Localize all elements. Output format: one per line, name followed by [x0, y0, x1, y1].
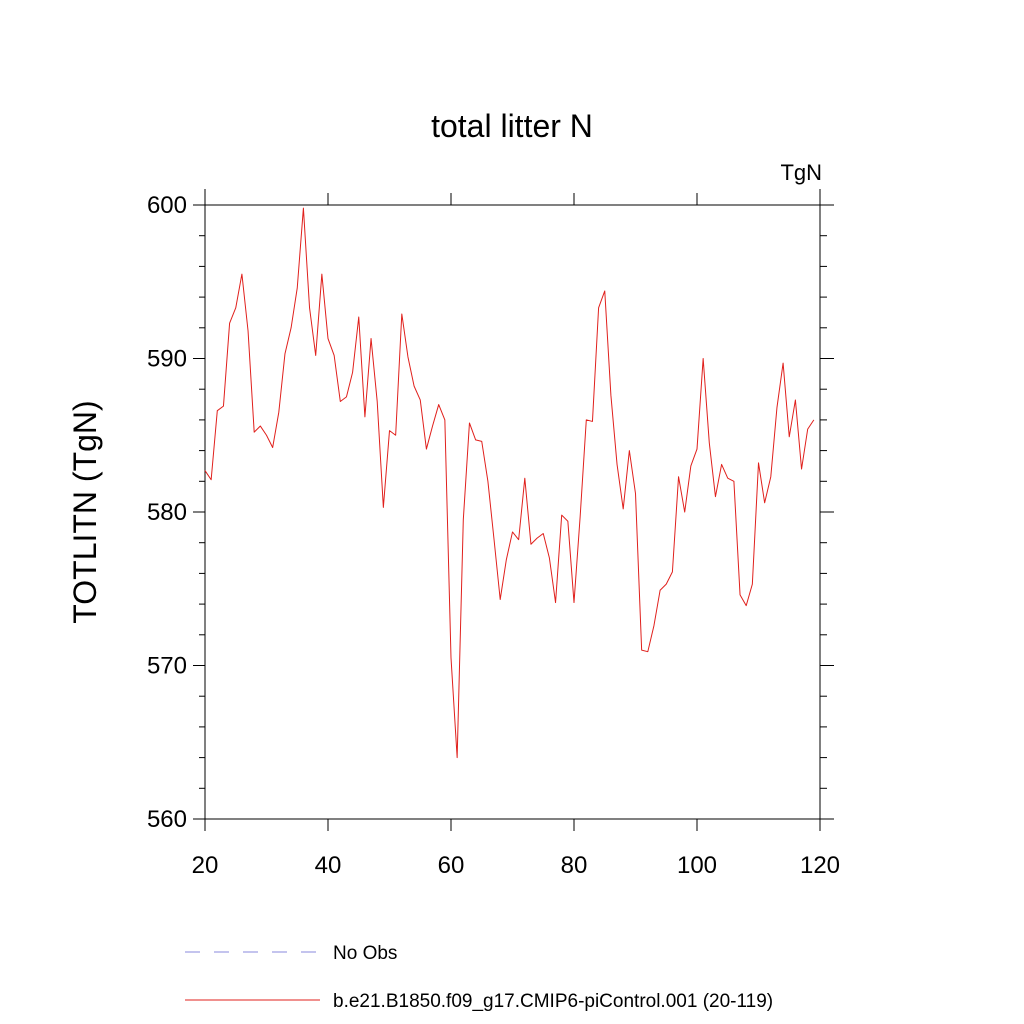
x-tick-label: 40 — [315, 852, 342, 879]
units-label: TgN — [780, 160, 822, 185]
axis-ticks — [193, 193, 834, 831]
x-tick-label: 60 — [438, 852, 465, 879]
x-tick-label: 20 — [192, 852, 219, 879]
series-layer — [204, 207, 815, 759]
legend-label-no-obs: No Obs — [333, 943, 397, 964]
axis-tick-labels: 20 40 60 80 100 120 560 570 580 590 600 — [147, 192, 840, 879]
chart-title: total litter N — [431, 108, 593, 144]
y-tick-label: 560 — [147, 806, 187, 833]
x-tick-label: 120 — [800, 852, 840, 879]
y-tick-label: 580 — [147, 499, 187, 526]
x-tick-label: 80 — [561, 852, 588, 879]
plot-frame — [204, 189, 834, 820]
y-axis-label: TOTLITN (TgN) — [67, 400, 103, 623]
y-tick-label: 570 — [147, 653, 187, 680]
y-tick-label: 600 — [147, 192, 187, 219]
x-tick-label: 100 — [677, 852, 717, 879]
legend-label-model: b.e21.B1850.f09_g17.CMIP6-piControl.001 … — [333, 991, 773, 1012]
legend: No Obs b.e21.B1850.f09_g17.CMIP6-piContr… — [185, 943, 773, 1012]
series-line-0 — [204, 207, 815, 759]
y-tick-label: 590 — [147, 346, 187, 373]
